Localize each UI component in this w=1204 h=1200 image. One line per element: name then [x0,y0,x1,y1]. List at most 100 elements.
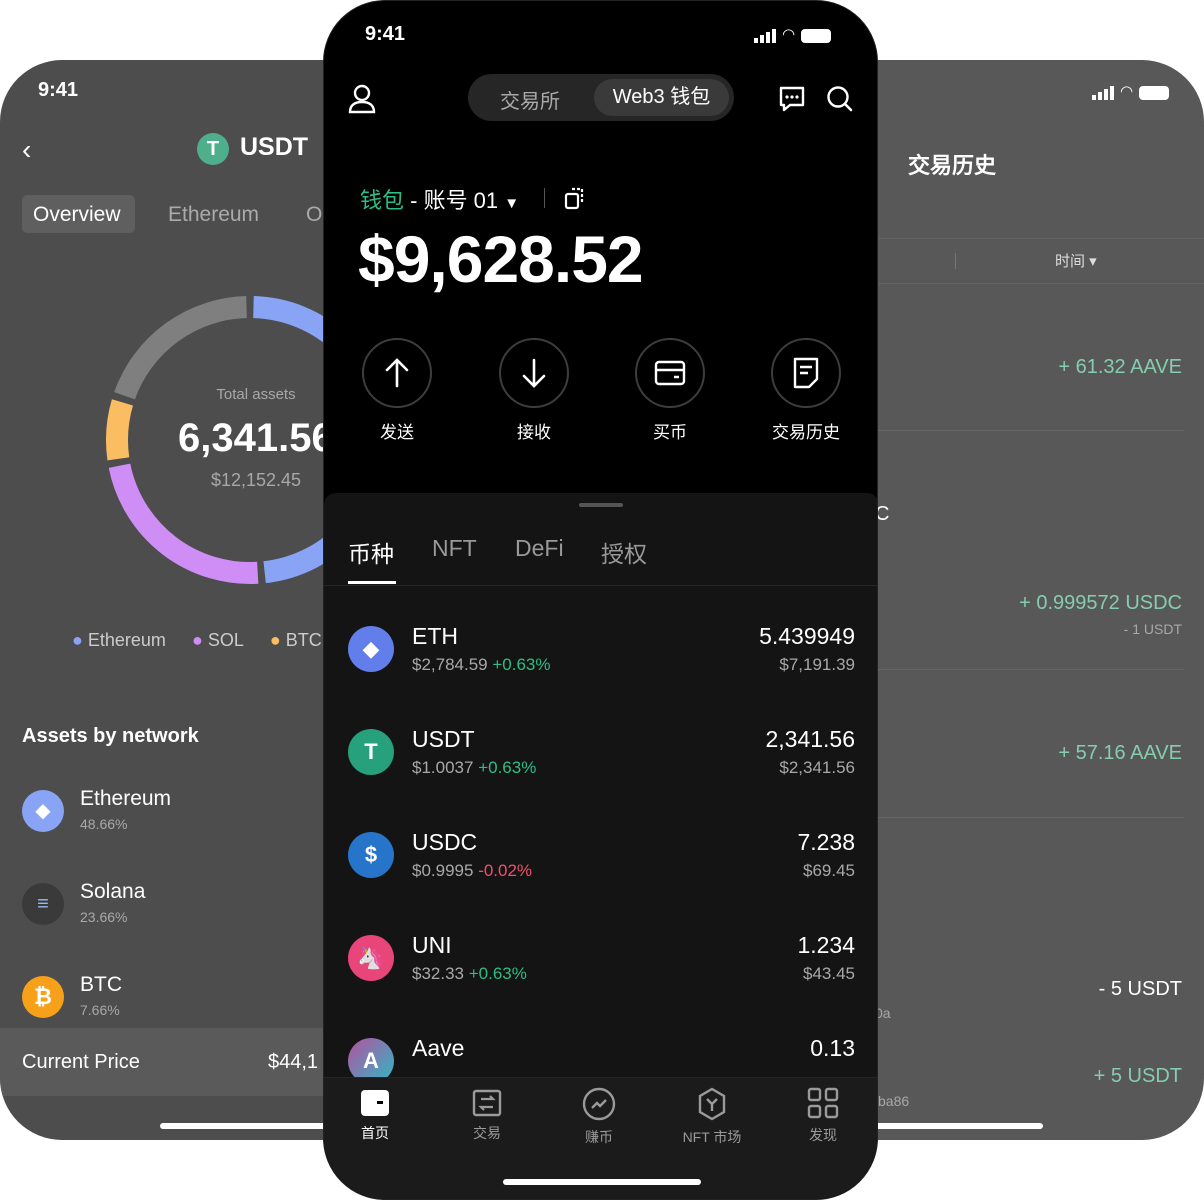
tab-ethereum[interactable]: Ethereum [168,203,260,226]
home-indicator[interactable] [160,1123,380,1129]
nav-home[interactable]: 首页 [330,1089,420,1143]
token-change: +0.63% [492,655,551,674]
tab-other[interactable]: O [306,203,323,226]
signal-icon [1092,86,1114,100]
home-indicator[interactable] [840,1123,1043,1129]
signal-icon [754,29,776,43]
status-icons: ◠ [1092,82,1170,100]
time-filter-dropdown[interactable]: 时间 ▾ [1055,253,1097,270]
donut-slice-other [114,296,248,400]
partial-text: ba86 [878,1093,910,1109]
tab-nft[interactable]: NFT [432,535,477,561]
token-change: -0.02% [478,861,533,880]
home-indicator[interactable] [503,1179,701,1185]
total-balance: $9,628.52 [358,222,644,296]
user-profile-icon[interactable] [348,84,376,114]
network-pct: 48.66% [80,816,128,832]
nav-nft-market[interactable]: NFT 市场 [667,1087,757,1147]
send-label: 发送 [380,423,414,442]
usdc-token-icon: $ [348,832,394,878]
current-price-label: Current Price [22,1051,140,1073]
active-tab-indicator [348,581,396,584]
total-assets-label: Total assets [216,386,296,403]
token-amount: 7.238 [797,829,855,855]
arrow-down-icon [522,358,546,388]
back-chevron-icon[interactable]: ‹ [22,134,32,165]
uni-token-icon: 🦄 [348,935,394,981]
transaction-sub: - 1 USDT [1123,621,1182,637]
token-value: $69.45 [803,861,855,880]
partial-text: C [875,503,890,525]
nav-discover[interactable]: 发现 [778,1087,868,1145]
nft-hexagon-icon [698,1087,726,1121]
network-pct: 23.66% [80,909,128,925]
segment-web3-wallet[interactable]: Web3 钱包 [594,79,729,116]
transaction-history-button[interactable] [771,338,841,408]
wifi-icon: ◠ [782,26,796,43]
token-amount: 2,341.56 [765,726,855,752]
history-label: 交易历史 [772,423,840,442]
battery-icon [801,29,832,43]
page-title: 交易历史 [908,153,997,178]
ethereum-icon: ◆ [22,790,64,832]
token-price: $0.9995 -0.02% [412,861,533,880]
arrow-up-icon [385,358,409,388]
center-phone-wallet: 9:41 ◠ 交易所 Web3 钱包 钱包 - 账号 01 ▼ $9,628.5… [323,0,878,1200]
token-price: $2,784.59 +0.63% [412,655,551,674]
usdt-icon: T [197,133,229,165]
earn-trend-icon [582,1087,616,1121]
section-title: Assets by network [22,725,199,747]
segment-exchange[interactable]: 交易所 [500,91,560,113]
nav-earn[interactable]: 赚币 [554,1087,644,1147]
aave-token-icon: A [348,1038,394,1084]
token-value: $2,341.56 [779,758,855,777]
token-row[interactable]: ◆ ETH $2,784.59 +0.63% 5.439949 $7,191.3… [324,620,877,700]
battery-icon [1139,86,1170,100]
transaction-amount: + 5 USDT [1093,1065,1182,1087]
donut-slice-sol [108,463,259,584]
chart-legend: ● Ethereum ● SOL ● BTC [72,630,322,651]
legend-item-sol: ● SOL [191,630,244,650]
token-value: $7,191.39 [779,655,855,674]
token-change: +0.63% [468,964,527,983]
chat-message-icon[interactable] [778,86,806,112]
token-change: +0.63% [478,758,537,777]
total-assets-value: 6,341.56 [178,416,334,460]
tab-approvals[interactable]: 授权 [601,541,647,567]
transaction-amount: - 5 USDT [1098,978,1182,1000]
buy-crypto-button[interactable] [635,338,705,408]
wifi-icon: ◠ [1120,83,1134,100]
search-icon[interactable] [826,85,854,113]
account-selector[interactable]: 钱包 - 账号 01 ▼ [360,188,520,213]
network-name: Ethereum [80,787,172,810]
token-symbol: Aave [412,1035,465,1061]
transaction-amount: + 61.32 AAVE [1058,356,1182,378]
bottom-nav [324,1077,877,1199]
receive-label: 接收 [517,423,551,442]
token-price: $32.33 +0.63% [412,964,527,983]
send-button[interactable] [362,338,432,408]
token-row[interactable]: T USDT $1.0037 +0.63% 2,341.56 $2,341.56 [324,723,877,803]
partial-text: 0a [875,1005,891,1021]
tab-overview-bg [22,195,135,233]
token-row[interactable]: A Aave 0.13 [324,1032,877,1112]
transaction-amount: + 57.16 AAVE [1058,742,1182,764]
copy-address-icon[interactable] [564,186,586,210]
network-pct: 7.66% [80,1002,120,1018]
token-symbol: USDC [412,829,478,855]
wallet-card-icon [654,360,686,386]
drag-handle[interactable] [579,503,623,507]
receive-button[interactable] [499,338,569,408]
tab-tokens[interactable]: 币种 [348,541,394,567]
tab-overview[interactable]: Overview [33,203,121,226]
bitcoin-icon: ₿ [22,976,64,1018]
tab-defi[interactable]: DeFi [515,535,564,561]
token-symbol: ETH [412,623,458,649]
nav-trade[interactable]: 交易 [442,1089,532,1143]
grid-apps-icon [807,1087,839,1119]
token-row[interactable]: 🦄 UNI $32.33 +0.63% 1.234 $43.45 [324,929,877,1009]
usdt-token-icon: T [348,729,394,775]
eth-token-icon: ◆ [348,626,394,672]
status-time: 9:41 [38,79,79,101]
token-row[interactable]: $ USDC $0.9995 -0.02% 7.238 $69.45 [324,826,877,906]
